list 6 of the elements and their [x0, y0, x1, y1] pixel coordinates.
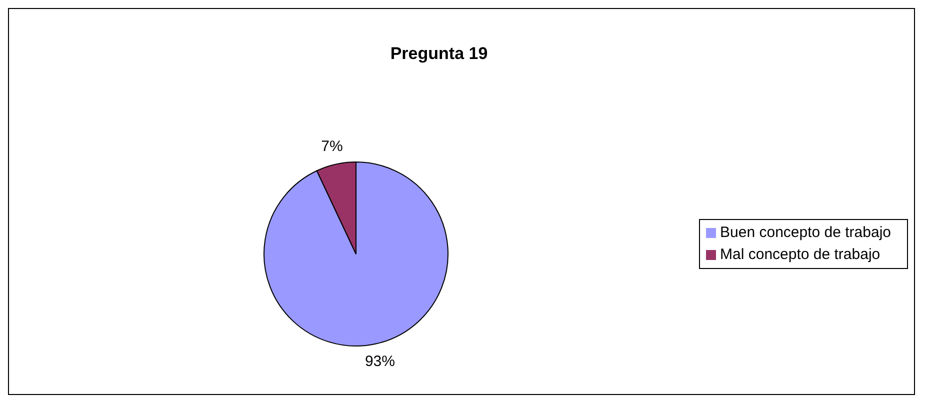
chart-title: Pregunta 19 [390, 44, 488, 63]
data-label: 93% [364, 352, 396, 370]
pie-slice [264, 162, 448, 346]
legend-label: Buen concepto de trabajo [720, 224, 891, 241]
legend-label: Mal concepto de trabajo [720, 246, 880, 263]
data-label: 7% [321, 138, 343, 156]
